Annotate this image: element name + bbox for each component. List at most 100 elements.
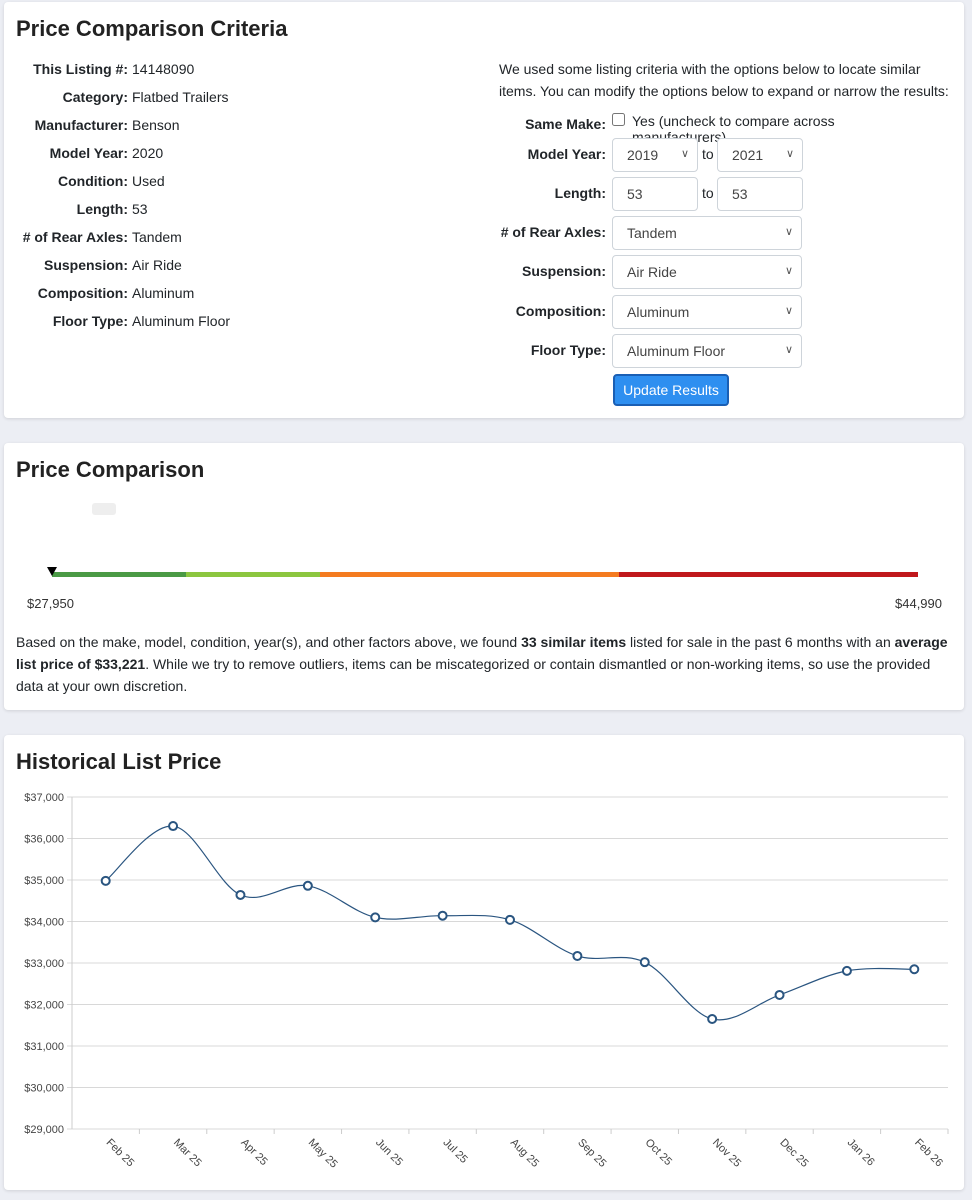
price-range-segment: [619, 572, 918, 577]
same-make-label: Same Make:: [525, 116, 606, 132]
criteria-card: Price Comparison Criteria This Listing #…: [4, 2, 964, 418]
listing-value: 53: [132, 201, 148, 217]
axles-select[interactable]: Tandem ∨: [612, 216, 802, 250]
x-tick-label: Aug 25: [508, 1137, 541, 1170]
listing-value: Flatbed Trailers: [132, 89, 229, 105]
composition-select[interactable]: Aluminum ∨: [612, 295, 802, 329]
tooltip-placeholder: [92, 503, 116, 515]
data-point[interactable]: [572, 950, 583, 961]
length-label: Length:: [554, 185, 606, 201]
x-tick-label: Oct 25: [643, 1137, 674, 1168]
price-range-segment: [186, 572, 321, 577]
listing-row: Model Year: 2020: [4, 145, 474, 173]
x-tick-label: Feb 26: [912, 1137, 945, 1170]
y-tick-label: $33,000: [24, 958, 64, 970]
listing-row: Length: 53: [4, 201, 474, 229]
listing-row: This Listing #: 14148090: [4, 61, 474, 89]
x-tick-label: May 25: [306, 1137, 340, 1171]
listing-label: This Listing #:: [33, 61, 128, 77]
update-results-button[interactable]: Update Results: [613, 374, 729, 406]
suspension-value: Air Ride: [627, 264, 677, 280]
data-point[interactable]: [841, 965, 852, 976]
listing-row: Floor Type: Aluminum Floor: [4, 313, 474, 341]
axles-value: Tandem: [627, 225, 677, 241]
price-min: $27,950: [27, 596, 74, 611]
price-range-bar: [52, 572, 918, 577]
year-to-value: 2021: [732, 147, 764, 163]
data-point[interactable]: [370, 912, 381, 923]
listing-row: Condition: Used: [4, 173, 474, 201]
listing-value: Benson: [132, 117, 180, 133]
floor-select[interactable]: Aluminum Floor ∨: [612, 334, 802, 368]
data-point[interactable]: [774, 989, 785, 1000]
to-label: to: [702, 185, 714, 201]
listing-value: Aluminum Floor: [132, 313, 231, 329]
suspension-label: Suspension:: [521, 263, 606, 279]
history-card: Historical List Price $29,000 $30,000 $31,…: [4, 735, 964, 1190]
price-range-segment: [52, 572, 187, 577]
length-to-input[interactable]: 53: [717, 177, 803, 211]
data-point[interactable]: [100, 875, 111, 886]
price-max: $44,990: [895, 596, 942, 611]
listing-label: Composition:: [37, 285, 128, 301]
floor-label: Floor Type:: [530, 342, 606, 358]
x-tick-label: Jun 25: [373, 1137, 405, 1169]
composition-label: Composition:: [515, 303, 606, 319]
data-point[interactable]: [235, 889, 246, 900]
listing-label: Floor Type:: [52, 313, 128, 329]
same-make-row: Same Make: Yes (uncheck to compare acros…: [384, 108, 944, 145]
data-point[interactable]: [505, 914, 515, 925]
listing-label: Model Year:: [49, 145, 128, 161]
y-tick-label: $36,000: [24, 834, 64, 846]
axles-label: # of Rear Axles:: [500, 224, 606, 240]
x-tick-label: Mar 25: [171, 1137, 204, 1170]
summary-text: listed for sale in the past 6 months wit…: [626, 634, 895, 650]
data-point[interactable]: [909, 964, 920, 975]
listing-value: 14148090: [132, 61, 195, 77]
similar-items-count: 33 similar items: [521, 634, 627, 650]
listing-price-marker-icon: [47, 567, 57, 576]
y-tick-label: $31,000: [24, 1041, 64, 1053]
same-make-checkbox[interactable]: [612, 113, 625, 126]
listing-row: # of Rear Axles: Tandem: [4, 229, 474, 257]
suspension-select[interactable]: Air Ride ∨: [612, 255, 802, 289]
comparison-summary: Based on the make, model, condition, yea…: [16, 631, 952, 697]
year-to-select[interactable]: 2021 ∨: [717, 138, 803, 172]
chevron-down-icon: ∨: [784, 226, 793, 238]
year-from-select[interactable]: 2019 ∨: [612, 138, 698, 172]
listing-value: Air Ride: [132, 257, 182, 273]
y-tick-label: $35,000: [24, 875, 64, 887]
listing-label: Category:: [62, 89, 128, 105]
listing-label: Condition:: [58, 173, 128, 189]
listing-label: Length:: [76, 201, 128, 217]
x-tick-label: Dec 25: [777, 1137, 810, 1170]
average-price: average list price of $33,221: [16, 634, 948, 672]
data-point[interactable]: [302, 880, 313, 891]
y-tick-label: $32,000: [24, 1000, 64, 1012]
year-from-value: 2019: [627, 147, 659, 163]
listing-value: Tandem: [132, 229, 182, 245]
history-title: Historical List Price: [16, 749, 222, 774]
data-point[interactable]: [437, 910, 448, 921]
data-point[interactable]: [707, 1014, 718, 1025]
data-point[interactable]: [639, 957, 650, 968]
x-tick-label: Feb 25: [104, 1137, 137, 1170]
criteria-title: Price Comparison Criteria: [16, 16, 288, 41]
y-tick-label: $34,000: [24, 917, 64, 929]
length-row: Length: 53 to 53: [384, 177, 944, 211]
history-chart: $29,000 $30,000 $31,000 $32,000 $33,000 $34,0…: [24, 792, 949, 1171]
x-tick-label: Nov 25: [710, 1137, 743, 1170]
composition-value: Aluminum: [627, 304, 690, 320]
data-point[interactable]: [168, 821, 179, 832]
chevron-down-icon: ∨: [784, 344, 793, 356]
length-from-value: 53: [627, 186, 643, 202]
floor-value: Aluminum Floor: [627, 343, 726, 359]
x-tick-label: Apr 25: [238, 1137, 269, 1168]
length-from-input[interactable]: 53: [612, 177, 698, 211]
to-label: to: [702, 146, 714, 162]
x-tick-label: Jan 26: [845, 1137, 877, 1169]
listing-label: Manufacturer:: [34, 117, 128, 133]
listing-value: Aluminum: [132, 285, 195, 301]
y-tick-label: $29,000: [24, 1124, 64, 1136]
length-to-value: 53: [732, 186, 748, 202]
